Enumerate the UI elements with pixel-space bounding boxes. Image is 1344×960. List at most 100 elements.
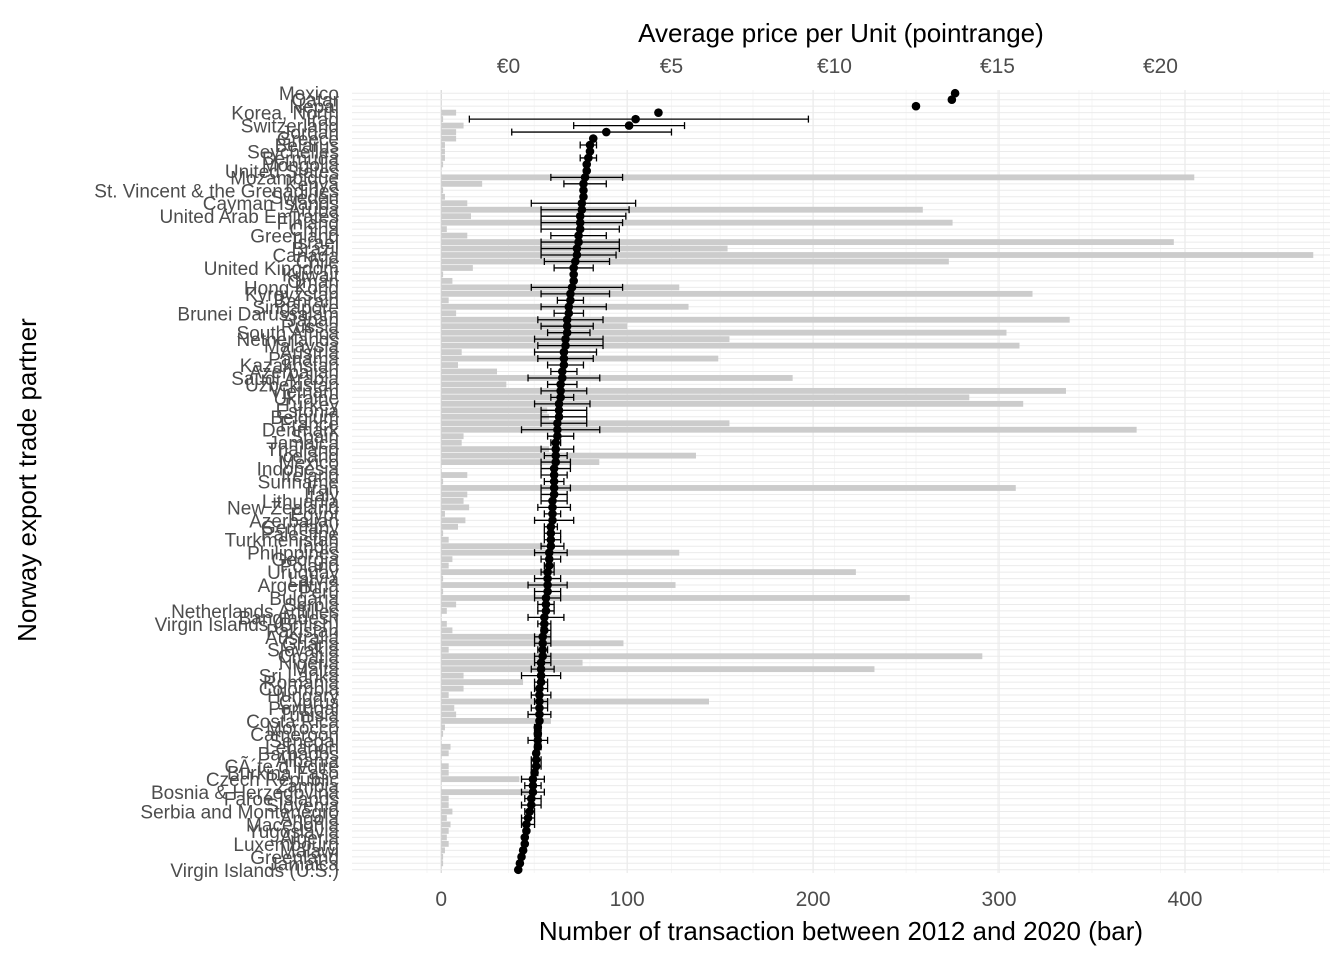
- bar: [441, 387, 1066, 394]
- y-tick-label: Thailand: [266, 440, 339, 461]
- y-tick-label: Malaysia: [264, 337, 339, 358]
- y-tick-label: Nepal: [289, 97, 339, 118]
- price-point: [531, 761, 541, 771]
- price-point: [569, 270, 578, 279]
- bar: [441, 232, 468, 239]
- bar: [441, 498, 464, 504]
- y-tick-label: Faroe Islands: [224, 790, 339, 811]
- price-point: [538, 632, 548, 642]
- price-point: [522, 820, 531, 829]
- bar: [441, 290, 1033, 297]
- bar: [441, 633, 551, 640]
- price-point: [535, 690, 544, 700]
- price-point: [551, 438, 561, 447]
- bar: [441, 375, 793, 381]
- price-point: [553, 425, 562, 435]
- bar: [441, 860, 444, 867]
- top-tick-label: €0: [497, 55, 520, 78]
- bar: [441, 413, 550, 420]
- price-point: [554, 406, 564, 415]
- y-tick-label: United Arab Emirates: [159, 207, 339, 228]
- price-point: [577, 205, 587, 215]
- bar: [441, 763, 449, 770]
- price-point: [624, 121, 634, 130]
- price-point: [556, 380, 565, 389]
- y-tick-label: United Kingdom: [204, 259, 339, 280]
- bar: [441, 679, 524, 686]
- bar: [441, 180, 483, 187]
- bar: [441, 142, 445, 148]
- bar: [441, 575, 444, 582]
- bar: [441, 672, 464, 679]
- bar: [441, 342, 1020, 349]
- price-point: [579, 192, 588, 202]
- y-tick-label: Greece: [277, 130, 339, 151]
- bar: [441, 853, 444, 860]
- bar: [441, 840, 449, 847]
- bar: [441, 569, 856, 576]
- y-tick-label: New Zealand: [227, 498, 339, 519]
- y-tick-label: Serbia: [284, 595, 339, 616]
- y-tick-label: Israel: [293, 233, 339, 254]
- y-tick-label: Brazil: [291, 240, 339, 261]
- price-point: [566, 289, 575, 299]
- y-tick-label: Ireland: [281, 466, 339, 487]
- bar: [441, 187, 444, 194]
- bar: [441, 517, 466, 524]
- y-tick-label: Nigeria: [279, 654, 340, 675]
- y-tick-label: Burkina Faso: [227, 764, 339, 785]
- price-point: [530, 768, 539, 777]
- price-point: [543, 567, 552, 577]
- price-point: [557, 373, 567, 383]
- bar: [441, 310, 457, 317]
- bar: [441, 258, 949, 265]
- price-point: [549, 490, 559, 499]
- y-tick-label: France: [280, 414, 339, 435]
- y-tick-label: Lebanon: [265, 738, 339, 759]
- y-tick-label: Switzerland: [241, 117, 339, 138]
- y-tick-label: Aruba: [288, 201, 339, 222]
- y-tick-label: Portugal: [268, 699, 339, 720]
- price-point: [549, 470, 559, 480]
- bar: [441, 627, 453, 634]
- price-point: [543, 574, 552, 583]
- y-tick-label: Bahrain: [274, 291, 340, 312]
- price-point: [541, 606, 551, 616]
- y-tick-label: Mexico: [279, 84, 339, 105]
- y-tick-label: Cameroon: [250, 725, 339, 746]
- y-tick-label: Seychelles: [247, 142, 339, 163]
- top-tick-label: €5: [660, 55, 683, 78]
- y-tick-label: Hong Kong: [244, 278, 339, 299]
- bar: [441, 407, 548, 414]
- bar: [441, 219, 953, 226]
- price-point: [911, 101, 921, 111]
- bar: [441, 808, 453, 815]
- price-point: [580, 173, 590, 182]
- bottom-tick-label: 300: [982, 888, 1017, 911]
- y-tick-label: Brunei Darussalam: [177, 304, 339, 325]
- price-point: [577, 198, 587, 208]
- price-point: [582, 166, 592, 176]
- y-tick-label: Zambia: [276, 777, 340, 798]
- bar: [441, 743, 451, 750]
- price-points: [513, 88, 960, 875]
- bar: [441, 193, 445, 200]
- y-tick-label: United States: [225, 162, 339, 183]
- price-point: [569, 276, 578, 286]
- price-point: [551, 451, 561, 460]
- bar: [441, 252, 1314, 258]
- bar: [441, 323, 628, 330]
- bar: [441, 226, 447, 233]
- y-tick-label: Czech Republic: [206, 770, 339, 791]
- y-tick-label: Saudi Arabia: [231, 369, 339, 390]
- bar: [441, 653, 983, 660]
- price-point: [654, 108, 663, 117]
- bar: [441, 433, 464, 440]
- bar: [441, 556, 453, 563]
- price-point: [548, 509, 557, 519]
- price-point: [548, 516, 557, 525]
- y-tick-label: Austria: [280, 343, 340, 364]
- y-tick-label: Korea, North: [231, 104, 339, 125]
- y-tick-label: Greenland: [250, 227, 339, 248]
- price-point: [572, 250, 582, 260]
